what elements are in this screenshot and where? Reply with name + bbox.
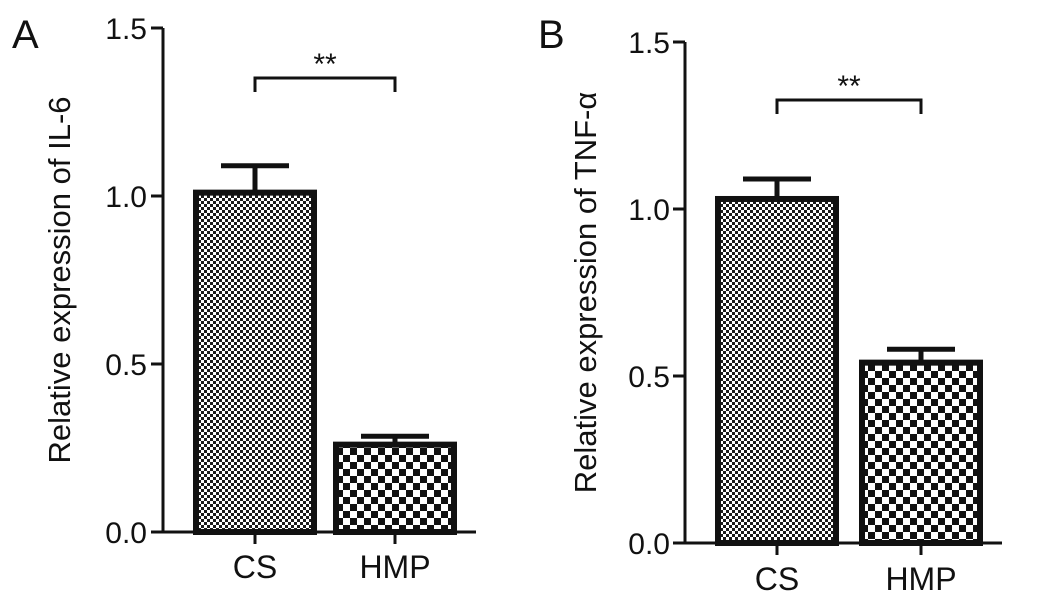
- y-axis-title: Relative expression of IL-6: [42, 96, 77, 463]
- y-tick-label: 1.5: [105, 13, 147, 46]
- significance-bracket: [775, 98, 923, 114]
- x-tick-label-hmp: HMP: [885, 561, 956, 597]
- y-tick-label: 0.0: [105, 517, 147, 550]
- y-tick-label: 0.5: [628, 361, 670, 394]
- bar-cs: [193, 189, 317, 535]
- y-tick-label: 0.0: [628, 528, 670, 561]
- x-tick-label-hmp: HMP: [359, 549, 430, 585]
- y-tick-label: 1.0: [105, 181, 147, 214]
- significance-label: **: [313, 48, 337, 81]
- significance-label: **: [837, 70, 861, 103]
- y-tick-label: 1.5: [628, 27, 670, 60]
- panel-letter: A: [12, 13, 39, 57]
- significance-bracket: [253, 76, 397, 92]
- x-tick-label-cs: CS: [755, 561, 799, 597]
- panel-a: A 0.0 0.5 1.0 1.5 Relative expression of IL-6…: [12, 13, 476, 585]
- panel-b: B 0.0 0.5 1.0 1.5 Relative expression of TNF-…: [538, 13, 1002, 597]
- y-tick-label: 0.5: [105, 349, 147, 382]
- bar-cs: [715, 195, 839, 546]
- x-tick-label-cs: CS: [233, 549, 277, 585]
- bar-hmp: [333, 441, 457, 536]
- y-tick-label: 1.0: [628, 194, 670, 227]
- y-axis-title: Relative expression of TNF-α: [568, 92, 603, 494]
- bar-hmp: [859, 359, 983, 547]
- panel-letter: B: [538, 13, 565, 57]
